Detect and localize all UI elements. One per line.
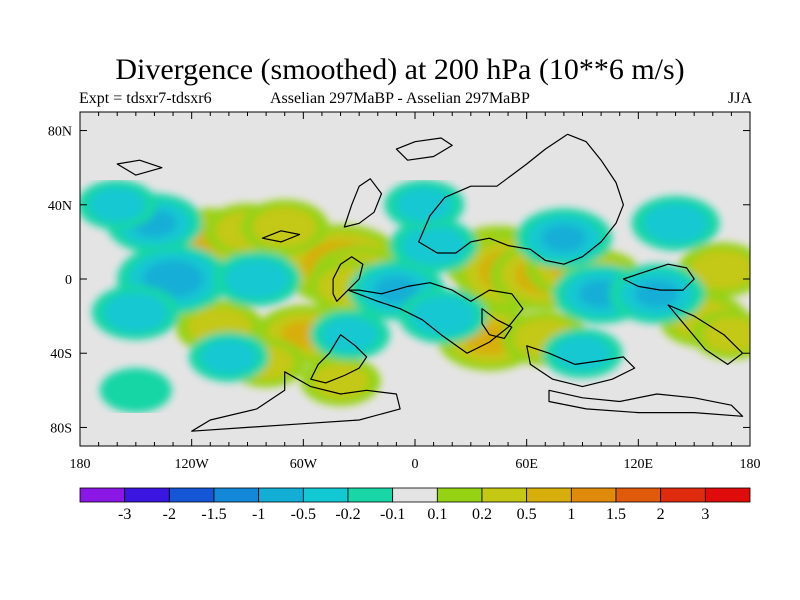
colorbar-label-11: 1.5 <box>606 506 626 523</box>
colorbar-swatch-13 <box>660 487 706 503</box>
coastline-13 <box>261 230 301 243</box>
colorbar-label-12: 2 <box>657 506 665 523</box>
colorbar-label-13: 3 <box>701 506 709 523</box>
colorbar-label-10: 1 <box>567 506 575 523</box>
colorbar-label-3: -1 <box>252 506 265 523</box>
coastline-3 <box>191 371 401 432</box>
experiment-label: Expt = tdsxr7-tdsxr6 <box>79 90 212 107</box>
colorbar-swatch-10 <box>526 487 572 503</box>
field-contour-33-1 <box>554 335 611 371</box>
run-comparison-label: Asselian 297MaBP - Asselian 297MaBP <box>270 90 530 107</box>
y-tick-label-4: 80S <box>50 421 72 436</box>
colorbar-label-1: -2 <box>163 506 176 523</box>
season-label: JJA <box>727 90 752 107</box>
field-contour-27-1 <box>401 225 466 266</box>
y-tick-label-0: 80N <box>48 125 72 140</box>
x-tick-label-0: 180 <box>70 457 91 472</box>
coastline-9 <box>667 304 744 365</box>
colorbar-label-0: -3 <box>118 506 131 523</box>
colorbar: -3 -2 -1.5 -1 -0.5 -0.2 -0.1 0.1 0.2 0.5 1 1.5 2 3 <box>79 487 751 523</box>
colorbar-swatch-14 <box>704 487 751 503</box>
coastline-11 <box>548 389 744 417</box>
colorbar-swatch-0 <box>79 487 126 503</box>
field-contour-18-1 <box>312 363 369 399</box>
x-tick-label-2: 60W <box>290 457 318 472</box>
y-tick-label-3: 40S <box>50 347 72 362</box>
field-contour-26-1 <box>410 296 475 336</box>
x-tick-label-1: 120W <box>175 457 210 472</box>
coastline-2 <box>310 334 368 384</box>
coastlines <box>116 133 744 432</box>
coastline-12 <box>116 159 163 176</box>
coastline-7 <box>622 263 695 291</box>
colorbar-label-6: -0.1 <box>380 506 405 523</box>
coastline-0 <box>332 256 364 302</box>
field-contour-30-2 <box>634 280 679 308</box>
field-contour-23-1 <box>89 187 146 223</box>
coastline-8 <box>395 137 453 161</box>
colorbar-swatch-2 <box>168 487 215 503</box>
colorbar-swatch-9 <box>481 487 528 503</box>
field-contour-10-1 <box>252 207 317 247</box>
field-contour-16-1 <box>703 317 750 353</box>
coastline-10 <box>481 308 513 339</box>
x-tick-label-6: 180 <box>740 457 761 472</box>
colorbar-swatch-6 <box>347 487 394 503</box>
colorbar-label-4: -0.5 <box>291 506 316 523</box>
colorbar-swatch-5 <box>302 487 349 503</box>
x-tick-label-3: 0 <box>412 457 419 472</box>
colorbar-swatch-1 <box>124 487 170 503</box>
field-contour-31-1 <box>643 203 708 244</box>
field-contour-32-1 <box>321 317 378 353</box>
field-contour-24-1 <box>224 259 289 299</box>
coastline-1 <box>347 282 524 354</box>
colorbar-label-9: 0.5 <box>517 506 537 523</box>
colorbar-swatch-12 <box>615 487 662 503</box>
colorbar-label-2: -1.5 <box>201 506 226 523</box>
colorbar-swatch-11 <box>570 487 617 503</box>
colorbar-swatch-8 <box>436 487 483 503</box>
map-axes: 180 120W 60W 0 60E 120E 180 80N 40N 0 40S 80S <box>48 112 761 472</box>
y-tick-label-1: 40N <box>48 199 72 214</box>
colorbar-swatch-4 <box>258 487 304 503</box>
field-contour-34-1 <box>200 339 257 375</box>
coastline-4 <box>343 178 383 228</box>
coastline-5 <box>418 133 624 265</box>
colorbar-label-5: -0.2 <box>335 506 360 523</box>
colorbar-swatch-3 <box>213 487 260 503</box>
field-contour-36-1 <box>396 187 453 223</box>
map-area <box>80 112 750 446</box>
field-contour-28-2 <box>541 224 586 252</box>
field-contour-35-0 <box>99 368 172 413</box>
field-contour-21-1 <box>103 292 168 333</box>
chart-title: Divergence (smoothed) at 200 hPa (10**6 … <box>115 53 685 86</box>
colorbar-label-8: 0.2 <box>472 506 492 523</box>
coastline-6 <box>526 345 636 388</box>
colorbar-swatch-7 <box>392 487 438 503</box>
y-tick-label-2: 0 <box>65 273 72 288</box>
field-contour-20-2 <box>143 260 204 298</box>
colorbar-label-7: 0.1 <box>427 506 447 523</box>
field-contour-19-1 <box>690 249 750 290</box>
x-tick-label-4: 60E <box>515 457 538 472</box>
x-tick-label-5: 120E <box>624 457 654 472</box>
